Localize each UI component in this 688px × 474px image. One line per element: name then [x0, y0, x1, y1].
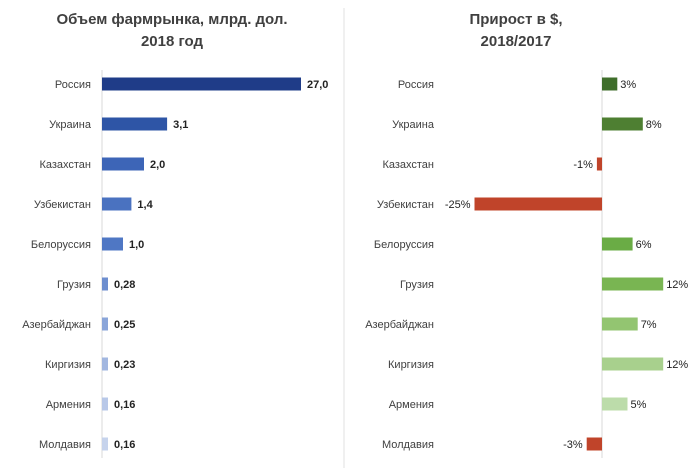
left-value-label: 0,23	[114, 359, 135, 371]
left-category-label: Азербайджан	[22, 319, 91, 331]
left-bar	[102, 317, 108, 331]
right-bar	[474, 197, 602, 211]
right-category-label: Молдавия	[382, 439, 434, 451]
right-category-label: Белоруссия	[374, 239, 434, 251]
left-bar	[102, 77, 301, 91]
right-category-label: Азербайджан	[365, 319, 434, 331]
left-value-label: 3,1	[173, 119, 188, 131]
left-category-label: Грузия	[57, 279, 91, 291]
left-bar	[102, 117, 168, 131]
right-value-label: -1%	[573, 159, 593, 171]
left-value-label: 0,16	[114, 439, 135, 451]
right-bar	[602, 317, 638, 331]
left-bar	[102, 357, 108, 371]
right-bar	[586, 437, 602, 451]
growth-chart: Прирост в $, 2018/2017 Россия 3% Украина 8% Ка…	[365, 11, 688, 458]
left-bar	[102, 437, 108, 451]
right-bar	[602, 117, 643, 131]
right-bar	[596, 157, 602, 171]
left-value-label: 0,28	[114, 279, 135, 291]
right-value-label: -3%	[563, 439, 583, 451]
left-value-label: 1,0	[129, 239, 144, 251]
right-category-label: Россия	[398, 79, 434, 91]
right-category-label: Грузия	[400, 279, 434, 291]
right-bar	[602, 277, 664, 291]
left-value-label: 0,16	[114, 399, 135, 411]
left-category-label: Киргизия	[45, 359, 91, 371]
left-bar	[102, 157, 144, 171]
right-value-label: -25%	[445, 199, 471, 211]
right-category-label: Украина	[392, 119, 435, 131]
right-bar	[602, 237, 633, 251]
right-bar	[602, 397, 628, 411]
right-bar	[602, 77, 618, 91]
left-category-label: Белоруссия	[31, 239, 91, 251]
right-category-label: Узбекистан	[377, 199, 434, 211]
left-bar	[102, 397, 108, 411]
left-category-label: Россия	[55, 79, 91, 91]
right-value-label: 12%	[666, 359, 688, 371]
left-category-label: Узбекистан	[34, 199, 91, 211]
right-category-label: Казахстан	[382, 159, 434, 171]
market-volume-chart: Объем фармрынка, млрд. дол. 2018 год Росси…	[22, 11, 328, 458]
right-value-label: 8%	[646, 119, 662, 131]
right-title-line-1: Прирост в $,	[469, 11, 562, 28]
left-bar	[102, 277, 108, 291]
left-value-label: 1,4	[137, 199, 153, 211]
right-value-label: 12%	[666, 279, 688, 291]
right-category-label: Армения	[389, 399, 434, 411]
left-title-line-1: Объем фармрынка, млрд. дол.	[56, 11, 287, 28]
left-bar	[102, 237, 123, 251]
right-category-label: Киргизия	[388, 359, 434, 371]
left-title-line-2: 2018 год	[141, 33, 204, 50]
right-value-label: 7%	[641, 319, 657, 331]
right-title-line-2: 2018/2017	[481, 33, 552, 50]
right-value-label: 6%	[636, 239, 652, 251]
left-category-label: Казахстан	[39, 159, 91, 171]
right-value-label: 3%	[620, 79, 636, 91]
right-value-label: 5%	[631, 399, 647, 411]
left-value-label: 2,0	[150, 159, 165, 171]
left-value-label: 27,0	[307, 79, 328, 91]
left-category-label: Армения	[46, 399, 91, 411]
left-value-label: 0,25	[114, 319, 135, 331]
left-category-label: Украина	[49, 119, 92, 131]
left-bar	[102, 197, 132, 211]
right-bar	[602, 357, 664, 371]
left-category-label: Молдавия	[39, 439, 91, 451]
